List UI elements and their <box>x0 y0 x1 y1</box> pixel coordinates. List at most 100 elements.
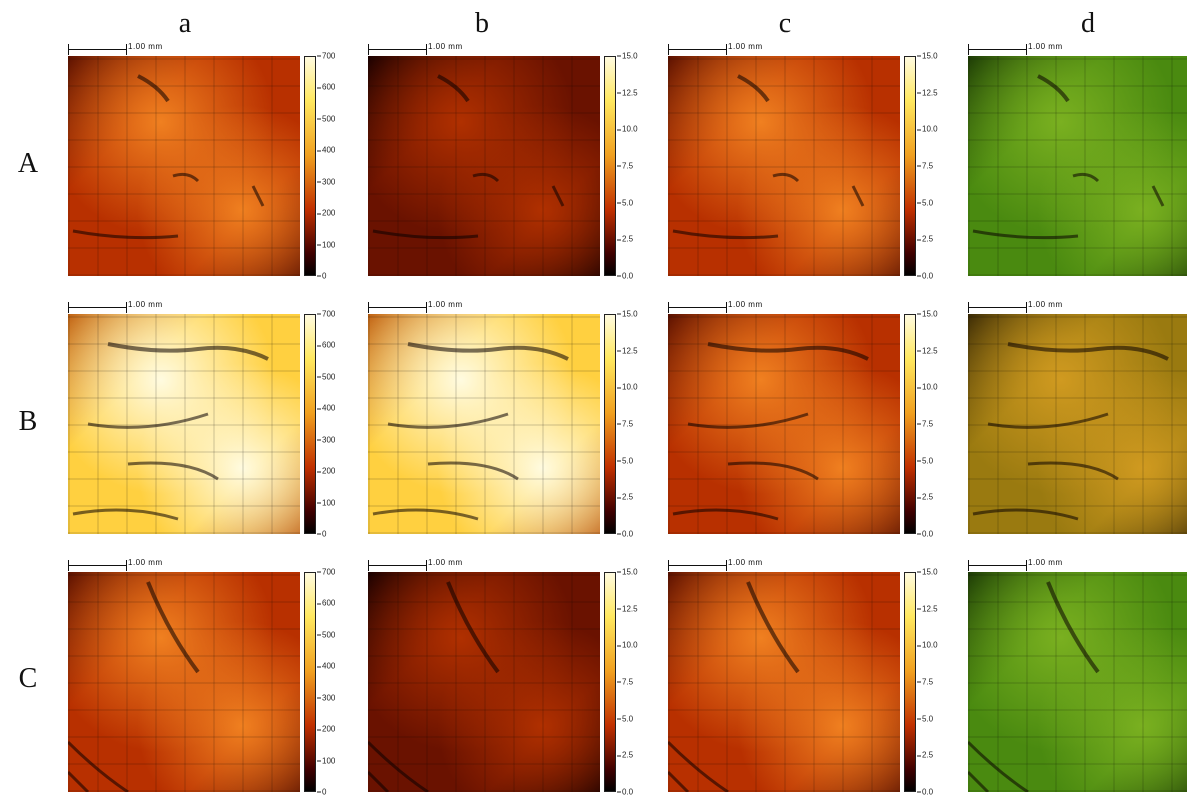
crack-feature <box>68 740 129 792</box>
panel-Ba: 1.00 mm 700 600 500 400 300 200 100 0 <box>68 300 368 545</box>
crack-feature <box>707 342 869 361</box>
colorbar-tick-label: 10.0 <box>617 641 638 650</box>
panel-Ad: 1.00 mm <box>968 42 1187 287</box>
colorbar <box>904 56 916 276</box>
dark-features <box>372 342 569 521</box>
scale-bar-label: 1.00 mm <box>128 300 163 309</box>
colorbar-tick-label: 2.5 <box>617 235 633 244</box>
dark-features <box>972 342 1169 521</box>
colorbar-tick-label: 15.0 <box>917 52 938 61</box>
colorbar <box>304 572 316 792</box>
scale-bar-label: 1.00 mm <box>1028 42 1063 51</box>
colorbar-tick-label: 10.0 <box>917 641 938 650</box>
colorbar-tick-label: 300 <box>317 435 335 444</box>
dark-features <box>672 74 865 240</box>
colorbar-tick-label: 12.5 <box>917 88 938 97</box>
colorbar <box>904 314 916 534</box>
crack-feature <box>668 770 690 792</box>
elemental-map-image <box>368 314 600 534</box>
colorbar-tick-label: 10.0 <box>617 383 638 392</box>
colorbar-tick-label: 500 <box>317 630 335 639</box>
crack-feature <box>437 74 470 103</box>
crack-feature <box>1151 185 1165 207</box>
colorbar-tick-label: 15.0 <box>917 568 938 577</box>
colorbar-tick-label: 5.0 <box>617 456 633 465</box>
elemental-map-image <box>968 56 1187 276</box>
colorbar-tick-label: 700 <box>317 310 335 319</box>
crack-feature <box>87 412 209 429</box>
colorbar <box>904 572 916 792</box>
crack-feature <box>137 74 170 103</box>
colorbar-tick-label: 0 <box>317 272 326 281</box>
scale-bar-label: 1.00 mm <box>1028 300 1063 309</box>
dark-features <box>368 581 500 792</box>
colorbar-tick-label: 7.5 <box>617 420 633 429</box>
scale-bar-label: 1.00 mm <box>1028 558 1063 567</box>
colorbar-tick-label: 12.5 <box>617 88 638 97</box>
column-label-b: b <box>475 8 489 39</box>
dark-features <box>72 74 265 240</box>
colorbar-ticks: 700 600 500 400 300 200 100 0 <box>317 568 367 797</box>
colorbar-tick-label: 0.0 <box>917 788 933 797</box>
colorbar-ticks: 15.0 12.5 10.0 7.5 5.0 2.5 0.0 <box>917 568 967 797</box>
crack-feature <box>968 770 990 792</box>
colorbar-ticks: 15.0 12.5 10.0 7.5 5.0 2.5 0.0 <box>617 568 667 797</box>
panel-Ca: 1.00 mm 700 600 500 400 300 200 100 0 <box>68 558 368 803</box>
crack-feature <box>672 508 779 521</box>
colorbar <box>304 314 316 534</box>
colorbar-ticks: 15.0 12.5 10.0 7.5 5.0 2.5 0.0 <box>617 310 667 539</box>
colorbar-tick-label: 400 <box>317 662 335 671</box>
crack-feature <box>72 229 179 240</box>
colorbar-tick-label: 200 <box>317 467 335 476</box>
colorbar-ticks: 15.0 12.5 10.0 7.5 5.0 2.5 0.0 <box>917 310 967 539</box>
colorbar-tick-label: 600 <box>317 599 335 608</box>
column-label-a: a <box>178 8 192 39</box>
colorbar-ticks: 700 600 500 400 300 200 100 0 <box>317 310 367 539</box>
crack-feature <box>727 461 819 481</box>
colorbar-tick-label: 10.0 <box>617 125 638 134</box>
colorbar-tick-label: 5.0 <box>617 714 633 723</box>
colorbar-tick-label: 200 <box>317 209 335 218</box>
colorbar-tick-label: 2.5 <box>617 751 633 760</box>
colorbar-tick-label: 10.0 <box>917 125 938 134</box>
colorbar-tick-label: 12.5 <box>917 604 938 613</box>
colorbar-tick-label: 7.5 <box>917 420 933 429</box>
dark-features <box>668 581 800 792</box>
crack-feature <box>737 74 770 103</box>
colorbar-tick-label: 0.0 <box>617 788 633 797</box>
colorbar-tick-label: 7.5 <box>917 678 933 687</box>
scale-bar-label: 1.00 mm <box>728 42 763 51</box>
elemental-map-image <box>68 572 300 792</box>
colorbar-tick-label: 15.0 <box>617 568 638 577</box>
colorbar-tick-label: 2.5 <box>917 235 933 244</box>
crack-feature <box>407 342 569 361</box>
crack-feature <box>772 172 800 183</box>
crack-feature <box>746 581 800 674</box>
colorbar <box>604 314 616 534</box>
crack-feature <box>987 412 1109 429</box>
colorbar-tick-label: 15.0 <box>617 310 638 319</box>
colorbar-tick-label: 2.5 <box>917 493 933 502</box>
elemental-map-image <box>968 572 1187 792</box>
colorbar-tick-label: 300 <box>317 177 335 186</box>
crack-feature <box>387 412 509 429</box>
colorbar-tick-label: 10.0 <box>917 383 938 392</box>
elemental-map-image <box>668 56 900 276</box>
colorbar-tick-label: 600 <box>317 341 335 350</box>
colorbar-tick-label: 5.0 <box>917 198 933 207</box>
colorbar-tick-label: 12.5 <box>917 346 938 355</box>
crack-feature <box>372 229 479 240</box>
crack-feature <box>72 508 179 521</box>
colorbar <box>604 572 616 792</box>
colorbar-tick-label: 2.5 <box>617 493 633 502</box>
colorbar <box>604 56 616 276</box>
colorbar-tick-label: 0.0 <box>617 272 633 281</box>
colorbar-tick-label: 5.0 <box>617 198 633 207</box>
crack-feature <box>427 461 519 481</box>
row-label-A: A <box>17 148 39 179</box>
colorbar-ticks: 15.0 12.5 10.0 7.5 5.0 2.5 0.0 <box>617 52 667 281</box>
crack-feature <box>672 229 779 240</box>
scale-bar: 1.00 mm <box>68 558 308 572</box>
colorbar-tick-label: 100 <box>317 240 335 249</box>
crack-feature <box>972 229 1079 240</box>
